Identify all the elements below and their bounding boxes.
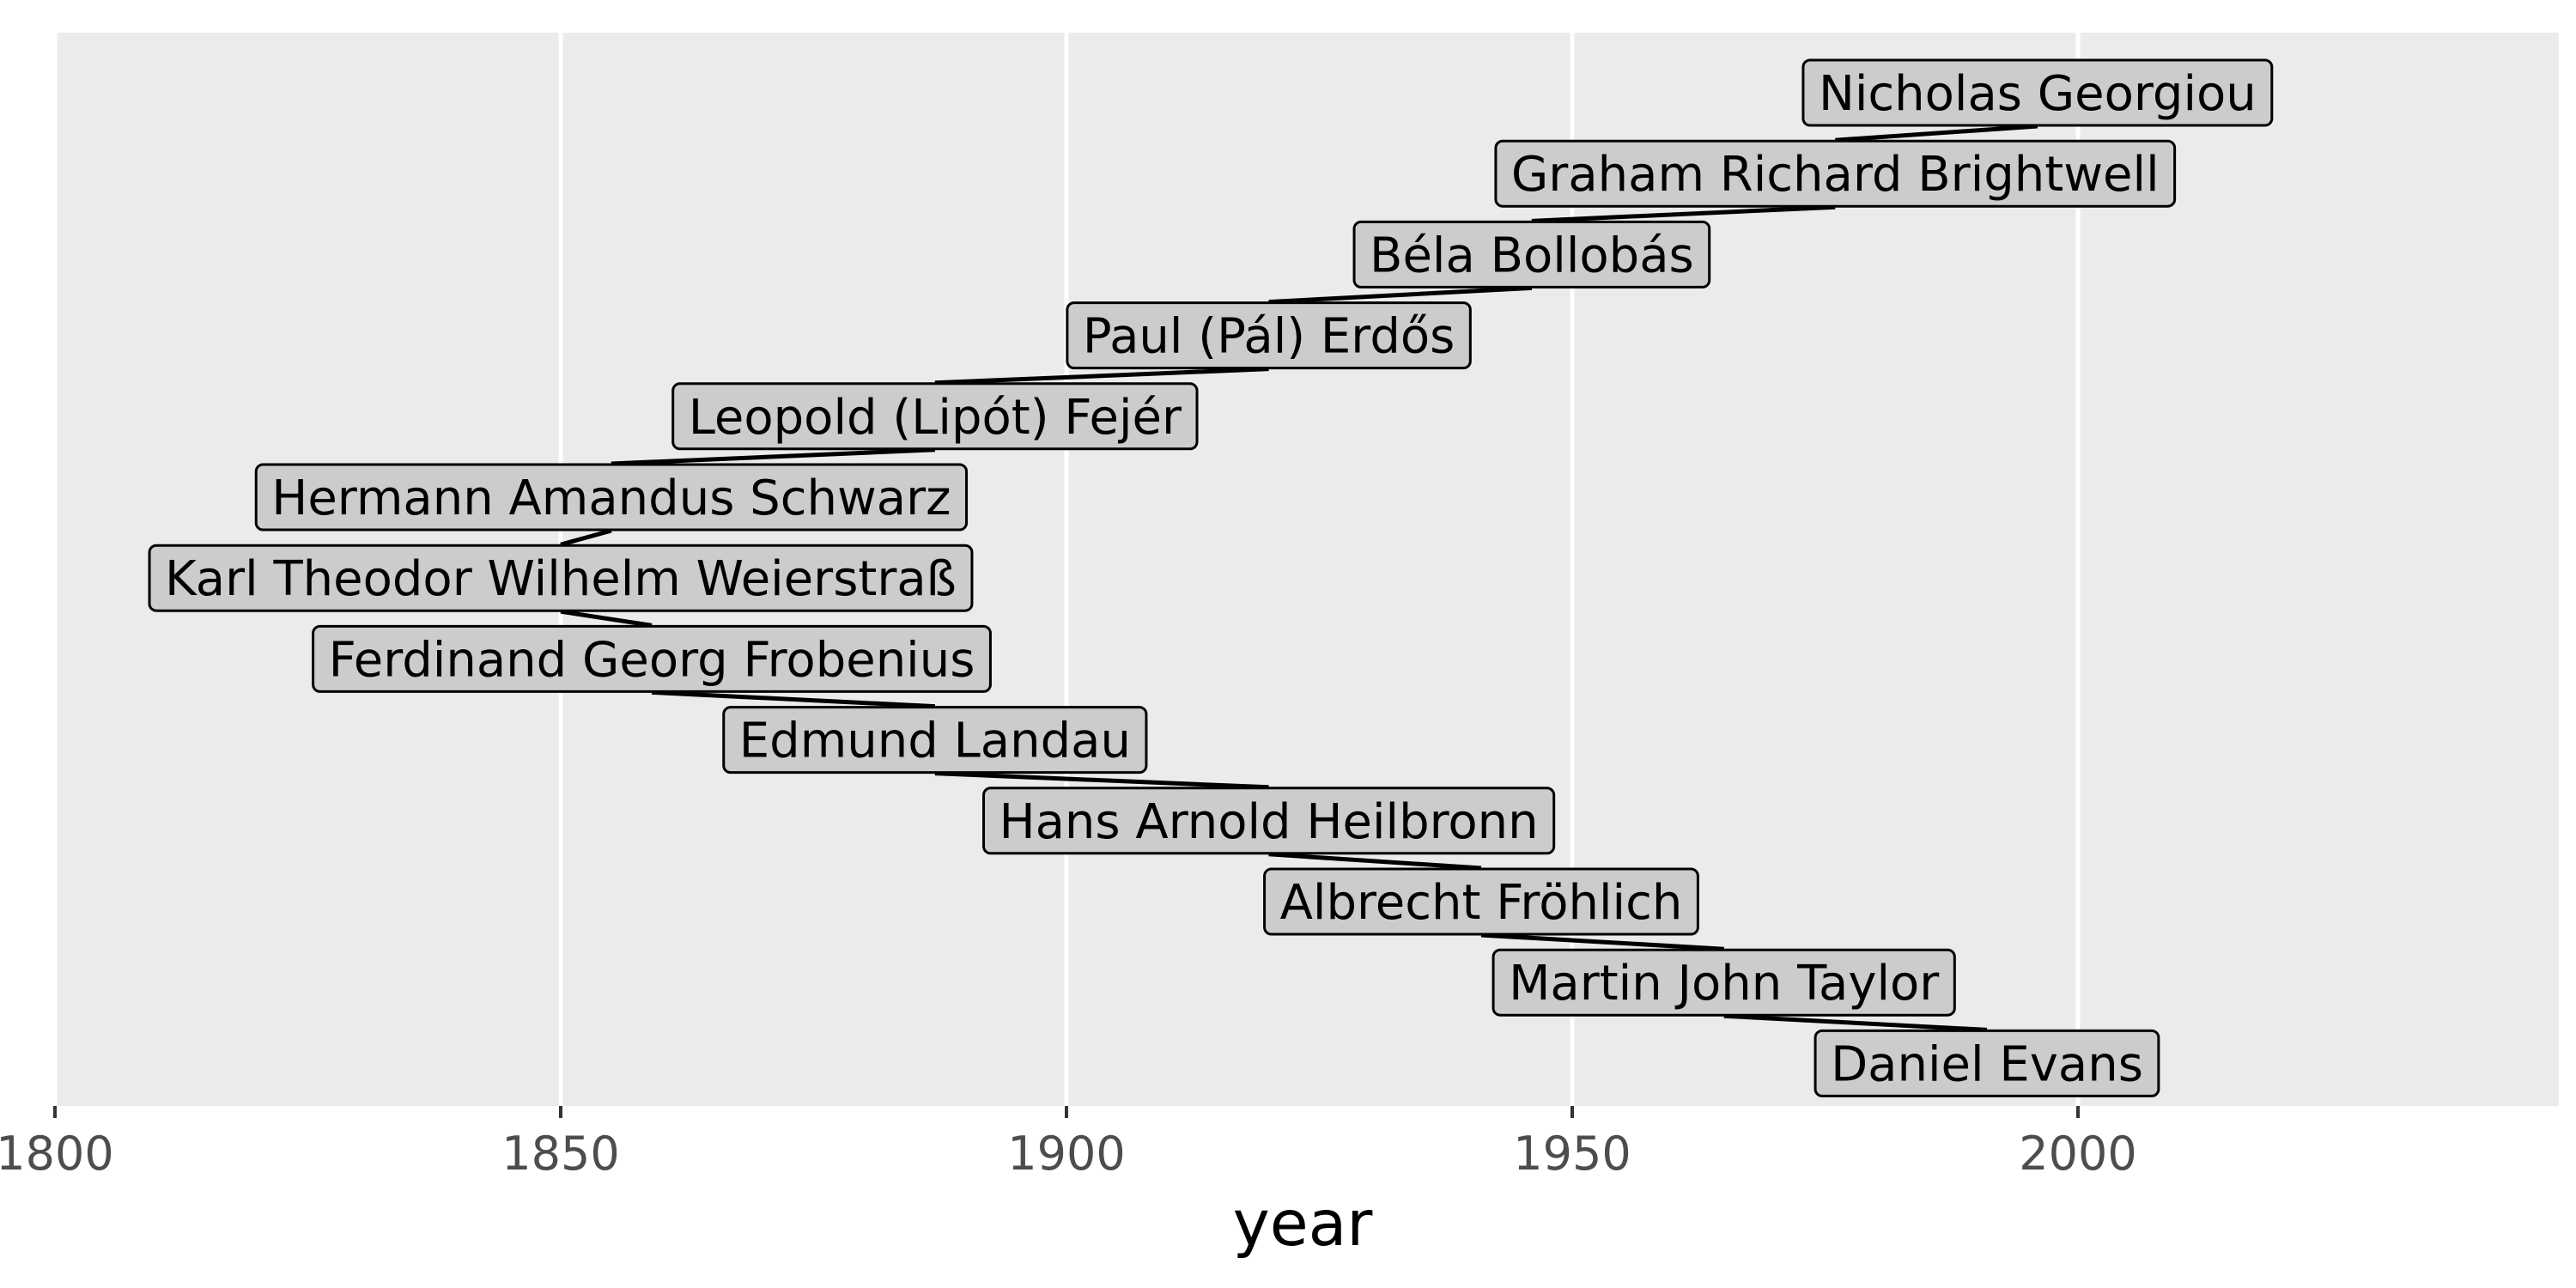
label-connector: [651, 690, 935, 709]
x-axis: 1800 1850 1900 1950 2000: [0, 1106, 2137, 1181]
point-label-box: [148, 544, 974, 612]
label-connector: [934, 367, 1269, 386]
point-label: Albrecht Fröhlich: [1263, 867, 1699, 936]
point-label-text: Edmund Landau: [739, 714, 1131, 769]
point-label-text: Paul (Pál) Erdős: [1083, 309, 1455, 365]
label-connector: [934, 771, 1269, 790]
label-connector: [1723, 1013, 1988, 1032]
point-label-text: Hermann Amandus Schwarz: [271, 471, 951, 526]
x-tick-label: 2000: [2019, 1127, 2136, 1181]
point-label: Edmund Landau: [722, 706, 1148, 775]
point-label: Hermann Amandus Schwarz: [254, 463, 969, 532]
x-tick-label: 1850: [501, 1127, 619, 1181]
point-label: Leopold (Lipót) Fejér: [671, 382, 1199, 451]
point-label: Hans Arnold Heilbronn: [982, 787, 1556, 855]
point-labels: Nicholas Georgiou Graham Richard Brightwe…: [148, 58, 2274, 1097]
point-label-box: [1492, 948, 1956, 1017]
point-label: Paul (Pál) Erdős: [1066, 301, 1472, 370]
label-connector: [611, 447, 935, 466]
point-label-box: [1814, 1029, 2160, 1097]
label-connector: [1531, 204, 1836, 223]
point-label-box: [1801, 58, 2274, 127]
point-label-text: Ferdinand Georg Frobenius: [329, 632, 975, 688]
point-label-box: [982, 787, 1556, 855]
point-label-text: Graham Richard Brightwell: [1511, 147, 2160, 203]
point-label-box: [254, 463, 969, 532]
x-tick-label: 1800: [0, 1127, 114, 1181]
point-label-box: [312, 624, 992, 693]
point-label-text: Leopold (Lipót) Fejér: [689, 390, 1182, 446]
point-label: Ferdinand Georg Frobenius: [312, 624, 992, 693]
x-tick-label: 1950: [1513, 1127, 1631, 1181]
label-connector: [1268, 285, 1533, 305]
label-connector: [560, 609, 653, 628]
point-label-text: Karl Theodor Wilhelm Weierstraß: [165, 551, 957, 607]
point-label-box: [1263, 867, 1699, 936]
point-label-text: Martin John Taylor: [1509, 956, 1940, 1012]
point-label-text: Albrecht Fröhlich: [1280, 875, 1683, 931]
point-label: Graham Richard Brightwell: [1494, 139, 2177, 208]
point-label-box: [671, 382, 1199, 451]
x-axis-title: year: [1233, 1188, 1374, 1261]
point-label: Karl Theodor Wilhelm Weierstraß: [148, 544, 974, 612]
point-label-text: Hans Arnold Heilbronn: [999, 794, 1539, 850]
point-label-text: Daniel Evans: [1831, 1036, 2143, 1092]
point-label: Nicholas Georgiou: [1801, 58, 2274, 127]
point-label: Béla Bollobás: [1352, 220, 1711, 289]
point-label-box: [1352, 220, 1711, 289]
point-label-text: Béla Bollobás: [1370, 228, 1694, 283]
label-connector: [560, 528, 612, 547]
label-connector: [1480, 933, 1724, 951]
label-connector: [1835, 124, 2038, 143]
point-label: Daniel Evans: [1814, 1029, 2160, 1097]
point-label-box: [1066, 301, 1472, 370]
point-label: Martin John Taylor: [1492, 948, 1956, 1017]
point-label-box: [1494, 139, 2177, 208]
x-tick-label: 1900: [1007, 1127, 1125, 1181]
label-connector: [1268, 852, 1482, 871]
point-label-text: Nicholas Georgiou: [1819, 66, 2257, 122]
point-label-box: [722, 706, 1148, 775]
